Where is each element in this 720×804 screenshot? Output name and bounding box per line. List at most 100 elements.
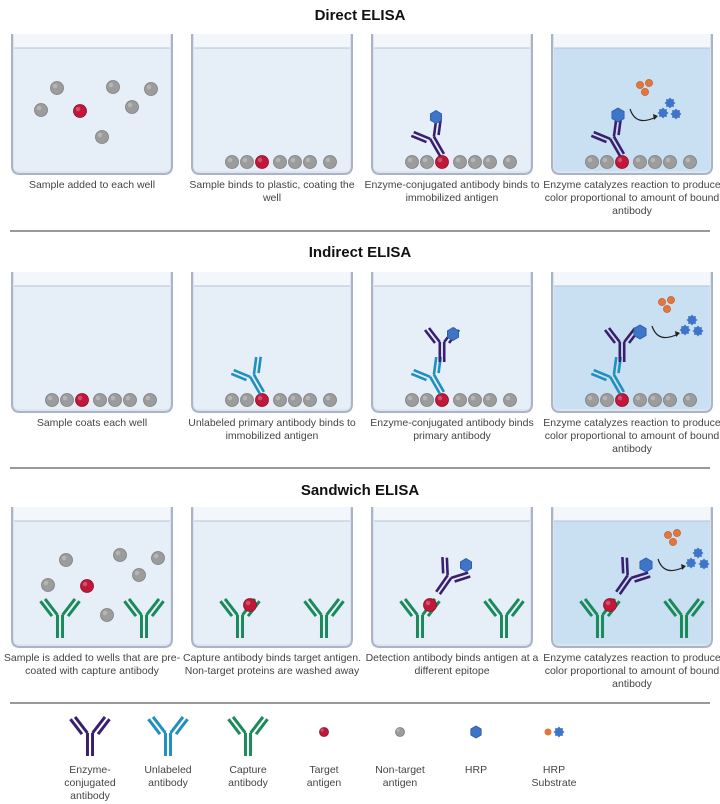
nontarget-antigen (34, 103, 48, 117)
legend-glyph (544, 726, 565, 738)
capture-antibody (303, 597, 345, 638)
well-2-3 (371, 272, 533, 413)
nontarget-antigen (503, 155, 517, 169)
product-molecule (692, 547, 704, 559)
nontarget-antigen (59, 553, 73, 567)
hrp-enzyme (639, 557, 653, 573)
well-contents (219, 597, 345, 638)
well-contents (585, 296, 704, 407)
divider-2 (10, 467, 710, 469)
hrp-glyph (470, 725, 482, 739)
legend-item: HRP Substrate (514, 712, 594, 802)
nontarget-antigen-icon (395, 727, 405, 737)
section-title-indirect: Indirect ELISA (308, 244, 412, 261)
nontarget-antigen (125, 100, 139, 114)
unlabeled-antibody-icon (147, 715, 189, 756)
hrp-enzyme (611, 107, 625, 123)
step-caption: Detection antibody binds antigen at a di… (365, 652, 539, 677)
nontarget-antigen (273, 155, 287, 169)
capture-antibody (123, 597, 165, 638)
arrowhead (675, 331, 680, 337)
reaction-arrow (629, 108, 657, 122)
well-contents (585, 79, 697, 169)
enzyme-conjugated-antibody (615, 556, 651, 596)
legend-item: Target antigen (284, 712, 364, 802)
nontarget-antigen (600, 393, 614, 407)
nontarget-antigen (303, 393, 317, 407)
well-top (554, 272, 710, 286)
nontarget-antigen (123, 393, 137, 407)
nontarget-antigen (132, 568, 146, 582)
capture-antibody (483, 597, 525, 638)
legend-label: Target antigen (306, 764, 342, 789)
target-antigen (73, 104, 87, 118)
nontarget-antigen (144, 82, 158, 96)
unlabeled-antibody-glyph (147, 715, 189, 756)
well-2-2 (191, 272, 353, 413)
nontarget-antigen (600, 155, 614, 169)
nontarget-antigen (240, 155, 254, 169)
well-top (14, 507, 170, 521)
well-top (14, 34, 170, 48)
target-antigen-icon (319, 727, 329, 737)
nontarget-antigen (585, 393, 599, 407)
step-caption: Enzyme catalyzes reaction to produce col… (543, 417, 720, 455)
nontarget-antigen (420, 155, 434, 169)
hrp-substrate-icon (544, 726, 565, 738)
legend-glyph (69, 715, 111, 756)
well-1-1 (11, 34, 173, 175)
well-3-1 (11, 507, 173, 648)
nontarget-antigen (633, 393, 647, 407)
well-contents (34, 80, 158, 144)
well-liquid (14, 272, 170, 409)
nontarget-antigen (273, 393, 287, 407)
enzyme-conjugated-antibody (603, 327, 641, 362)
product-molecule (657, 107, 669, 119)
well-1-4 (551, 34, 713, 175)
well-contents (399, 556, 525, 638)
well-1-3 (371, 34, 533, 175)
nontarget-antigen (453, 155, 467, 169)
nontarget-antigen (468, 155, 482, 169)
well-top (374, 507, 530, 521)
well-top (194, 272, 350, 286)
well-contents (225, 155, 337, 169)
target-antigen (75, 393, 89, 407)
well-1-2 (191, 34, 353, 175)
nontarget-antigen (288, 155, 302, 169)
capture-antibody-glyph (227, 715, 269, 756)
legend-item: Unlabeled antibody (128, 712, 208, 802)
target-antigen (255, 155, 269, 169)
nontarget-antigen (100, 608, 114, 622)
well-top (374, 272, 530, 286)
nontarget-antigen (240, 393, 254, 407)
arrowhead (653, 114, 658, 120)
nontarget-antigen (633, 155, 647, 169)
well-contents (225, 356, 337, 407)
unlabeled-primary-antibody (230, 356, 266, 395)
nontarget-antigen (288, 393, 302, 407)
step-caption: Capture antibody binds target antigen. N… (182, 652, 362, 677)
legend-glyph (227, 715, 269, 756)
legend-label: Non-target antigen (375, 764, 425, 789)
capture-antibody-icon (227, 715, 269, 756)
nontarget-antigen (683, 393, 697, 407)
well-3-2 (191, 507, 353, 648)
legend-glyph (470, 725, 482, 739)
nontarget-antigen (113, 548, 127, 562)
product-molecule (698, 558, 710, 570)
product-molecule (670, 108, 682, 120)
step-caption: Sample is added to wells that are pre-co… (3, 652, 181, 677)
capture-antibody (663, 597, 705, 638)
legend-glyph (319, 727, 329, 737)
legend-label: Unlabeled antibody (144, 764, 192, 789)
well-3-3 (371, 507, 533, 648)
nontarget-antigen (143, 393, 157, 407)
well-liquid (14, 34, 170, 171)
nontarget-antigen (405, 155, 419, 169)
nontarget-antigen (225, 393, 239, 407)
step-caption: Enzyme catalyzes reaction to produce col… (543, 652, 720, 690)
well-top (554, 34, 710, 48)
legend-label: Enzyme- conjugated antibody (64, 764, 116, 802)
nontarget-antigen (683, 155, 697, 169)
